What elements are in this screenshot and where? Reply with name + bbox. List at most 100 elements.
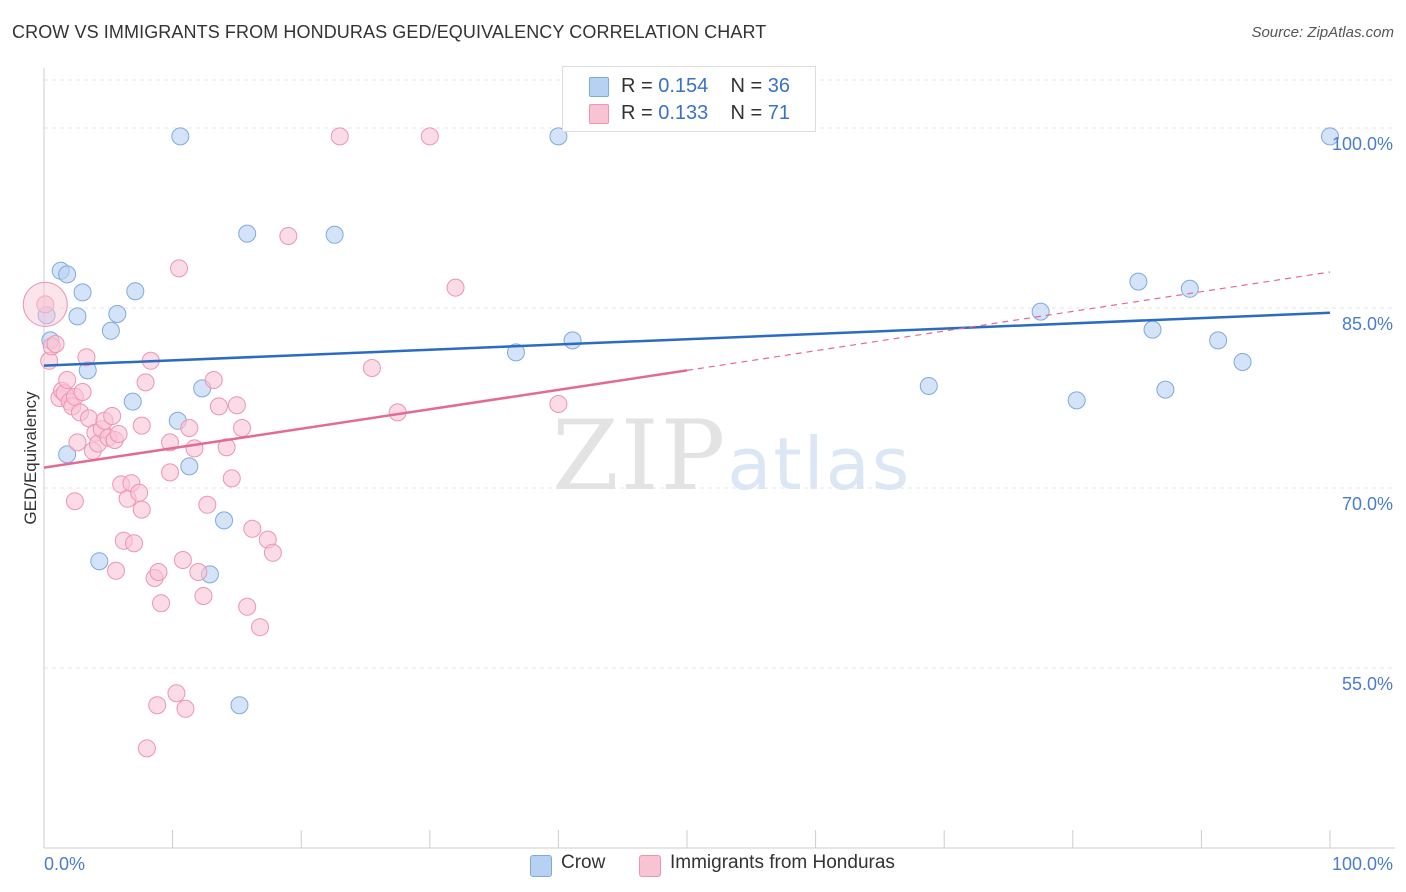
honduras-trend-line (686, 271, 1331, 371)
watermark-atlas: atlas (727, 422, 912, 506)
honduras-point (180, 419, 199, 437)
crow-point (180, 457, 199, 476)
legend-r-label: R = (621, 102, 653, 124)
honduras-point (420, 127, 439, 146)
honduras-point (251, 618, 270, 637)
honduras-point (217, 438, 236, 457)
crow-points (37, 127, 1339, 715)
trend-lines (43, 271, 1331, 469)
crow-point (68, 307, 87, 326)
stats-legend: R = 0.154 N = 36 R = 0.133 N = 71 (562, 66, 816, 132)
crow-point (506, 343, 525, 362)
tick-labels: 55.0% 70.0% 85.0% 100.0% 0.0% 100.0% GED/Equiv… (21, 134, 1393, 874)
honduras-point (46, 335, 65, 353)
honduras-point (238, 597, 257, 616)
honduras-point (22, 281, 68, 327)
honduras-point (137, 739, 156, 758)
grid-lines (44, 79, 1395, 669)
legend-n-label: N = (730, 102, 763, 124)
chart-source: Source: ZipAtlas.com (1251, 24, 1394, 41)
crow-point (919, 377, 938, 395)
honduras-point (170, 259, 189, 278)
axes (43, 68, 1395, 849)
crow-point (90, 552, 109, 571)
honduras-point (233, 419, 252, 437)
honduras-point (167, 684, 186, 703)
x-tick-label: 0.0% (44, 854, 85, 874)
crow-point (1180, 279, 1199, 298)
legend-honduras-n: 71 (767, 102, 791, 124)
crow-point (1233, 353, 1252, 371)
crow-point (1143, 320, 1162, 339)
honduras-point (204, 371, 223, 389)
honduras-point (65, 492, 84, 511)
honduras-point (161, 463, 180, 482)
y-tick-label: 55.0% (1342, 674, 1393, 694)
honduras-point (132, 500, 151, 519)
crow-point (58, 265, 77, 284)
honduras-point (227, 396, 246, 415)
honduras-point (125, 534, 144, 553)
bottom-legend-crow-swatch (530, 855, 552, 877)
honduras-point (189, 563, 208, 581)
honduras-point (77, 348, 96, 367)
honduras-point (152, 594, 171, 613)
honduras-point (198, 495, 217, 514)
honduras-point (194, 587, 213, 605)
honduras-point (149, 563, 168, 581)
bottom-legend-honduras-swatch (639, 855, 661, 877)
crow-point (1156, 380, 1175, 399)
honduras-point (109, 425, 128, 443)
crow-point (101, 321, 120, 340)
honduras-point (173, 551, 192, 569)
crow-point (215, 511, 234, 530)
crow-point (549, 127, 568, 146)
honduras-point (243, 519, 262, 538)
crow-point (1321, 127, 1339, 146)
honduras-point (58, 371, 77, 389)
honduras-trend-line (43, 369, 688, 469)
honduras-point (330, 127, 349, 146)
honduras-point (362, 359, 381, 377)
honduras-point (148, 696, 167, 715)
crow-point (73, 283, 92, 302)
honduras-point (68, 433, 87, 452)
legend-honduras-swatch (589, 104, 609, 124)
honduras-point (36, 295, 55, 314)
legend-crow-swatch (589, 77, 609, 97)
y-tick-label: 70.0% (1342, 494, 1393, 514)
crow-point (325, 225, 344, 244)
honduras-point (130, 483, 149, 502)
honduras-point (73, 383, 92, 401)
legend-r-label: R = (621, 75, 653, 97)
honduras-point (446, 278, 465, 297)
crow-point (563, 331, 582, 350)
crow-point (171, 127, 190, 146)
chart-title: CROW VS IMMIGRANTS FROM HONDURAS GED/EQU… (12, 22, 767, 42)
crow-point (1031, 302, 1050, 321)
crow-trend-line (43, 311, 1331, 367)
crow-point (238, 224, 257, 243)
honduras-points (22, 127, 568, 758)
honduras-point (107, 561, 126, 580)
honduras-point (176, 699, 195, 718)
crow-point (126, 282, 145, 301)
honduras-point (132, 416, 151, 435)
honduras-point (209, 397, 228, 416)
crow-point (123, 392, 142, 411)
legend-n-label: N = (730, 75, 763, 97)
crow-point (230, 696, 249, 715)
crow-point (1067, 391, 1086, 410)
bottom-legend-honduras-label: Immigrants from Honduras (670, 852, 895, 873)
legend-honduras-row: R = 0.133 N = 71 (621, 102, 790, 125)
watermark: ZIPatlas (552, 400, 911, 512)
legend-crow-r: 0.154 (658, 75, 709, 97)
honduras-point (222, 469, 241, 488)
honduras-point (263, 543, 282, 562)
honduras-point (185, 439, 204, 458)
crow-point (108, 305, 127, 323)
honduras-point (136, 373, 155, 392)
honduras-point (103, 407, 122, 425)
crow-point (1129, 272, 1148, 291)
